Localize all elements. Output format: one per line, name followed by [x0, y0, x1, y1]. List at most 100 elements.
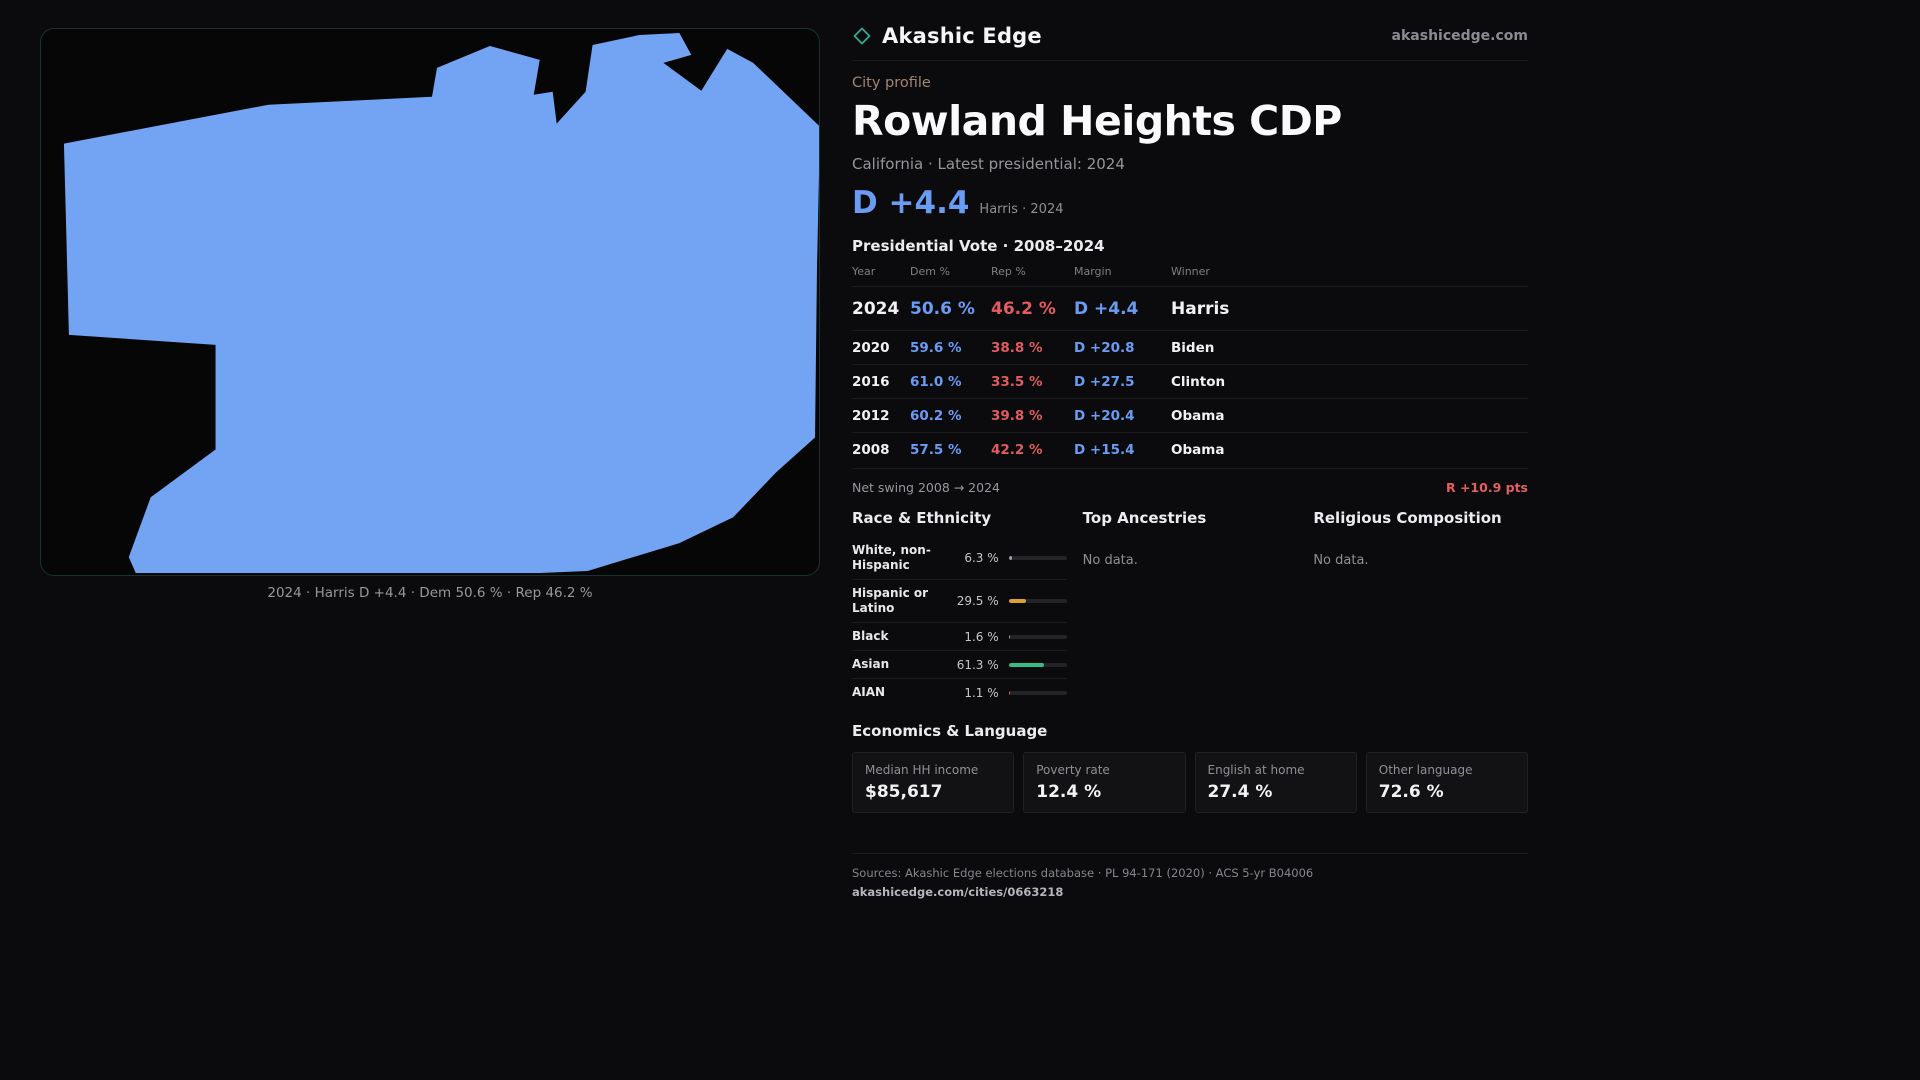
race-label: Black — [852, 629, 889, 643]
race-value: 6.3 % — [964, 551, 999, 565]
ancestries-title: Top Ancestries — [1082, 509, 1207, 527]
race-title: Race & Ethnicity — [852, 509, 992, 527]
race-bar-track — [1008, 556, 1067, 560]
cell-dem: 61.0 % — [910, 373, 962, 390]
race-ethnicity-column: Race & Ethnicity White, non-Hispanic 6.3… — [852, 509, 1067, 706]
cell-margin: D +15.4 — [1074, 441, 1135, 458]
col-year: Year — [852, 265, 876, 278]
headline-note: Harris · 2024 — [979, 202, 1064, 217]
demographics-section: Race & Ethnicity White, non-Hispanic 6.3… — [852, 509, 1528, 706]
stat-value: 12.4 % — [1036, 782, 1102, 802]
table-row: 2012 60.2 % 39.8 % D +20.4 Obama — [852, 398, 1528, 432]
race-rows: White, non-Hispanic 6.3 % Hispanic or La… — [852, 537, 1067, 706]
presidential-vote-table: Year Dem % Rep % Margin Winner 2024 50.6… — [852, 265, 1528, 466]
cell-year: 2024 — [852, 298, 900, 319]
economics-stats: Median HH income $85,617 Poverty rate 12… — [852, 752, 1528, 813]
race-row: Black 1.6 % — [852, 623, 1067, 651]
cell-dem: 60.2 % — [910, 407, 962, 424]
race-bar-track — [1008, 599, 1067, 603]
race-label: Asian — [852, 657, 890, 671]
col-winner: Winner — [1171, 265, 1210, 278]
sources-line: Sources: Akashic Edge elections database… — [852, 866, 1314, 880]
cell-winner: Harris — [1171, 298, 1230, 319]
ancestries-column: Top Ancestries No data. — [1083, 509, 1298, 706]
stat-label: Other language — [1378, 763, 1473, 777]
stat-card: Median HH income $85,617 — [852, 752, 1015, 813]
net-swing-row: Net swing 2008 → 2024 R +10.9 pts — [852, 468, 1528, 495]
ancestries-empty: No data. — [1082, 553, 1138, 568]
cell-margin: D +20.8 — [1074, 339, 1135, 356]
cell-dem: 57.5 % — [910, 441, 962, 458]
race-label: White, non-Hispanic — [852, 543, 931, 572]
religion-title: Religious Composition — [1313, 509, 1502, 527]
race-bar-track — [1008, 662, 1067, 667]
race-bar-fill — [1008, 662, 1045, 667]
net-swing-label: Net swing 2008 → 2024 — [852, 480, 1000, 495]
race-row: AIAN 1.1 % — [852, 679, 1067, 706]
stat-value: $85,617 — [865, 782, 943, 802]
cell-rep: 33.5 % — [991, 373, 1043, 390]
cell-winner: Clinton — [1171, 373, 1226, 390]
race-bar-fill — [1008, 599, 1026, 603]
brand: Akashic Edge — [852, 24, 1042, 48]
headline-margin-block: D +4.4 Harris · 2024 — [852, 185, 1528, 221]
stat-label: English at home — [1207, 763, 1305, 777]
race-bar-fill — [1008, 634, 1010, 639]
race-label: AIAN — [852, 685, 886, 699]
cell-year: 2012 — [852, 407, 890, 424]
net-swing-value: R +10.9 pts — [1445, 480, 1528, 495]
table-row: 2024 50.6 % 46.2 % D +4.4 Harris — [852, 286, 1528, 330]
site-domain-link[interactable]: akashicedge.com — [1391, 28, 1528, 44]
kicker: City profile — [852, 75, 931, 91]
table-row: 2008 57.5 % 42.2 % D +15.4 Obama — [852, 432, 1528, 466]
race-bar-track — [1008, 634, 1067, 639]
race-value: 1.6 % — [964, 629, 999, 644]
cell-rep: 42.2 % — [991, 441, 1043, 458]
race-row: Asian 61.3 % — [852, 651, 1067, 679]
race-value: 1.1 % — [964, 685, 999, 700]
stat-card: English at home 27.4 % — [1194, 752, 1357, 813]
stat-card: Poverty rate 12.4 % — [1023, 752, 1186, 813]
table-row: 2020 59.6 % 38.8 % D +20.8 Biden — [852, 330, 1528, 364]
stat-card: Other language 72.6 % — [1365, 752, 1528, 813]
page-title: Rowland Heights CDP — [852, 97, 1342, 145]
site-header: Akashic Edge akashicedge.com — [852, 24, 1528, 61]
city-boundary-shape — [63, 32, 819, 574]
religion-empty: No data. — [1313, 553, 1369, 568]
stat-label: Median HH income — [865, 763, 979, 777]
race-label: Hispanic or Latino — [852, 586, 929, 615]
city-profile-panel: Akashic Edge akashicedge.com City profil… — [852, 24, 1528, 900]
col-rep: Rep % — [991, 265, 1026, 278]
stat-value: 27.4 % — [1207, 782, 1273, 802]
vote-table-header: Year Dem % Rep % Margin Winner — [852, 265, 1528, 286]
race-value: 29.5 % — [956, 594, 999, 608]
race-bar-fill — [1008, 556, 1013, 560]
cell-rep: 46.2 % — [991, 298, 1056, 319]
page-subtitle: California · Latest presidential: 2024 — [852, 155, 1125, 173]
cell-rep: 38.8 % — [991, 339, 1043, 356]
cell-winner: Biden — [1171, 339, 1215, 356]
city-map-panel — [40, 28, 820, 576]
permalink[interactable]: akashicedge.com/cities/0663218 — [852, 885, 1064, 899]
cell-rep: 39.8 % — [991, 407, 1043, 424]
race-row: White, non-Hispanic 6.3 % — [852, 537, 1067, 580]
religion-column: Religious Composition No data. — [1313, 509, 1528, 706]
col-margin: Margin — [1074, 265, 1112, 278]
economics-title: Economics & Language — [852, 722, 1048, 740]
cell-margin: D +27.5 — [1074, 373, 1135, 390]
col-dem: Dem % — [910, 265, 950, 278]
cell-margin: D +4.4 — [1074, 298, 1139, 319]
stat-label: Poverty rate — [1036, 763, 1110, 777]
stat-value: 72.6 % — [1378, 782, 1444, 802]
cell-year: 2016 — [852, 373, 890, 390]
map-caption: 2024 · Harris D +4.4 · Dem 50.6 % · Rep … — [267, 585, 593, 601]
vote-table-title: Presidential Vote · 2008–2024 — [852, 237, 1105, 255]
table-row: 2016 61.0 % 33.5 % D +27.5 Clinton — [852, 364, 1528, 398]
cell-dem: 50.6 % — [910, 298, 975, 319]
cell-dem: 59.6 % — [910, 339, 962, 356]
cell-winner: Obama — [1171, 441, 1225, 458]
brand-name: Akashic Edge — [882, 24, 1042, 48]
race-bar-track — [1008, 690, 1067, 695]
city-boundary-map — [63, 32, 819, 574]
headline-margin: D +4.4 — [852, 185, 970, 221]
